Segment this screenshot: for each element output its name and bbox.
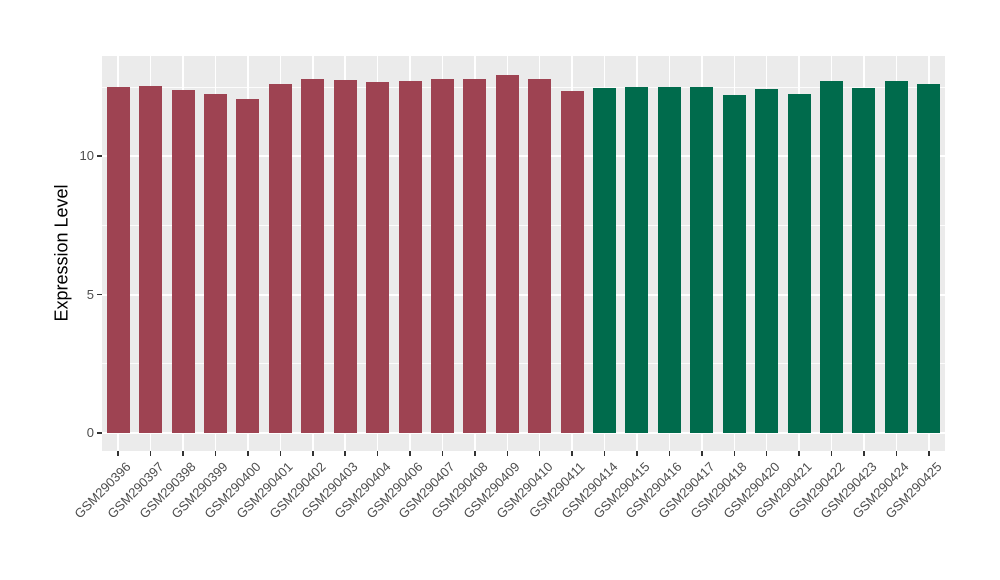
x-tick-mark [214,451,217,456]
y-tick-label: 10 [79,148,94,164]
x-tick-mark [117,451,119,456]
bar-GSM290422 [820,80,844,433]
x-tick-mark [701,451,703,456]
x-tick-mark [928,451,930,456]
bar-GSM290406 [398,81,422,433]
bar-GSM290408 [463,78,487,433]
x-tick-mark [636,451,638,456]
x-tick-mark [798,451,800,456]
plot-panel [102,56,945,451]
bar-GSM290423 [852,87,876,433]
y-tick-mark [97,155,102,157]
major-gridline [102,155,945,158]
bar-GSM290402 [301,78,325,433]
x-tick-mark [830,451,833,456]
x-tick-mark [409,451,411,456]
x-tick-mark [765,451,768,456]
bar-GSM290397 [139,86,163,433]
bar-GSM290411 [560,91,584,433]
x-tick-mark [441,451,444,456]
bar-GSM290410 [528,79,552,433]
bar-GSM290418 [722,94,746,433]
y-axis-title: Expression Level [51,184,72,322]
x-tick-mark [733,451,735,456]
x-tick-mark [474,451,476,456]
bar-GSM290399 [203,94,227,433]
x-tick-mark [506,451,509,456]
minor-gridline [102,86,945,88]
bar-GSM290404 [366,82,390,433]
x-tick-mark [863,451,865,456]
x-tick-mark [603,451,606,456]
bar-GSM290414 [593,88,617,433]
x-tick-mark [247,451,249,456]
x-tick-mark [312,451,314,456]
x-tick-mark [376,451,379,456]
bar-GSM290417 [690,87,714,433]
x-tick-mark [538,451,541,456]
y-tick-mark [97,293,102,296]
y-tick-label: 0 [86,425,94,440]
bar-GSM290415 [625,87,649,433]
bar-GSM290409 [495,74,519,433]
bar-GSM290416 [657,87,681,433]
major-gridline [102,293,945,296]
x-tick-mark [895,451,898,456]
bar-GSM290424 [884,81,908,433]
y-tick-mark [97,432,102,434]
bar-GSM290420 [755,88,779,433]
bar-GSM290398 [171,89,195,433]
x-tick-mark [571,451,573,456]
bar-GSM290421 [787,93,811,433]
bar-GSM290403 [333,80,357,433]
x-tick-mark [668,451,671,456]
bar-GSM290400 [236,98,260,433]
y-tick-label: 5 [86,286,94,302]
bar-GSM290407 [430,78,454,433]
major-gridline [102,432,945,434]
bar-GSM290425 [917,83,941,433]
x-tick-mark [149,451,152,456]
minor-gridline [102,363,945,365]
x-tick-mark [279,451,282,456]
bar-GSM290401 [268,83,292,433]
x-tick-mark [182,451,184,456]
minor-gridline [102,224,945,226]
x-tick-mark [344,451,346,456]
bar-GSM290396 [106,87,130,433]
